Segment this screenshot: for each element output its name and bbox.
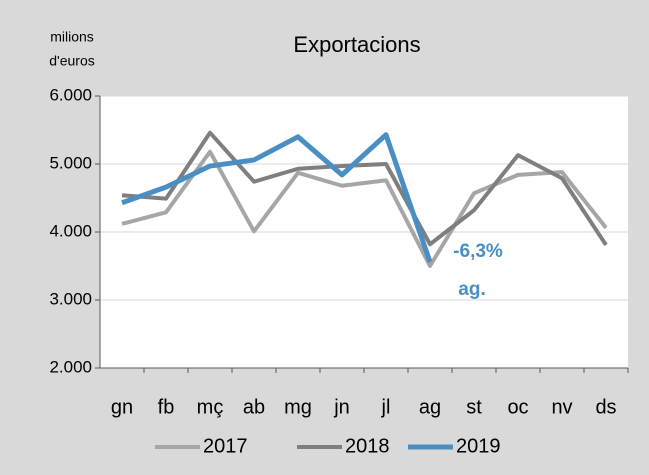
y-axis-label: milions [50, 29, 94, 45]
y-tick-label: 5.000 [49, 153, 92, 172]
chart-title: Exportacions [293, 32, 420, 57]
legend-label: 2018 [345, 435, 390, 457]
x-tick-label: fb [158, 396, 175, 418]
line [121, 130, 608, 247]
annotation: -6,3% [453, 241, 503, 262]
x-tick-label: ds [595, 396, 616, 418]
x-tick-label: nv [551, 396, 572, 418]
x-tick-label: ab [243, 396, 265, 418]
y-axis-label: d'euros [49, 53, 94, 69]
line [121, 149, 608, 268]
line [121, 132, 433, 263]
x-tick-label: gn [111, 396, 133, 418]
legend-label: 2017 [203, 435, 248, 457]
x-tick-label: jn [333, 396, 350, 418]
x-tick-label: jl [381, 396, 391, 418]
x-tick-label: st [466, 396, 482, 418]
x-tick-label: mç [197, 396, 224, 418]
y-tick-label: 3.000 [49, 289, 92, 308]
x-tick-label: mg [284, 396, 312, 418]
x-tick-label: ag [419, 396, 441, 418]
x-tick-label: oc [507, 396, 528, 418]
annotation: ag. [458, 279, 485, 300]
y-tick-label: 6.000 [49, 85, 92, 104]
legend-label: 2019 [456, 435, 501, 457]
y-tick-label: 2.000 [49, 357, 92, 376]
y-tick-label: 4.000 [49, 221, 92, 240]
